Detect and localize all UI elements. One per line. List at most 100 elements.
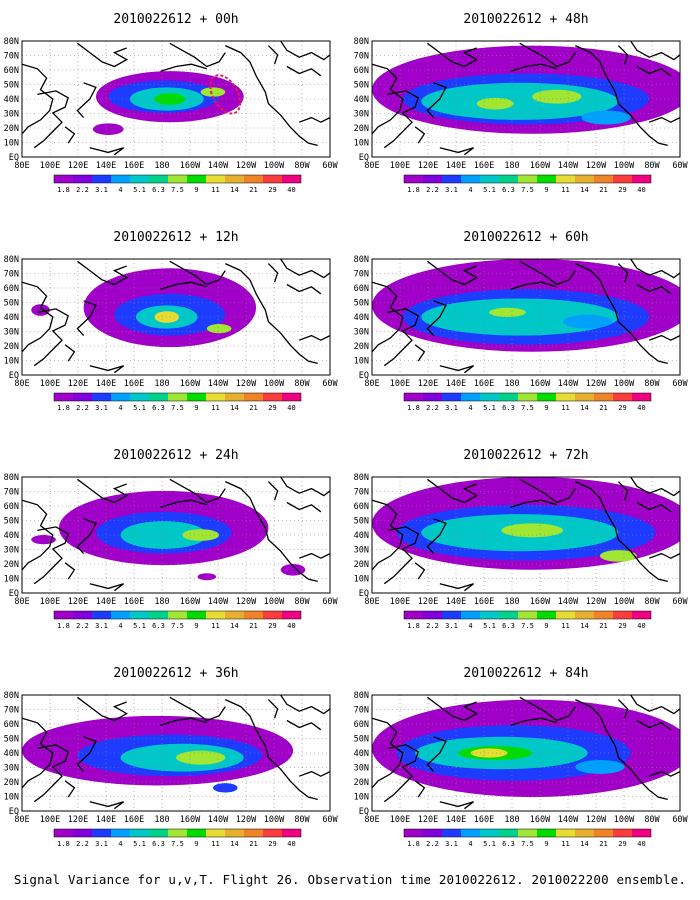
- colorbar-swatch: [480, 393, 499, 401]
- colorbar-swatch: [613, 611, 632, 619]
- colorbar-label: 11: [211, 186, 219, 194]
- latitude-label: 40N: [4, 95, 19, 105]
- colorbar-swatch: [575, 829, 594, 837]
- colorbar-label: 5.1: [133, 840, 146, 848]
- coastline: [77, 478, 129, 504]
- longitude-label: 80W: [294, 379, 310, 389]
- longitude-label: 100E: [390, 815, 410, 825]
- latitude-label: 20N: [4, 342, 19, 352]
- colorbar-label: 2.2: [76, 186, 89, 194]
- coastline: [89, 801, 124, 810]
- longitude-label: 160E: [124, 161, 144, 171]
- map-panel: 2010022612 + 36h 80N 70N 60N 50N 40N 30N 20N 10N…: [4, 666, 339, 848]
- colorbar-swatch: [442, 393, 461, 401]
- coastline: [267, 263, 279, 283]
- coastline: [89, 583, 124, 592]
- longitude-label: 60W: [322, 597, 338, 607]
- colorbar-swatch: [149, 175, 168, 183]
- coastline: [519, 478, 576, 504]
- colorbar-label: 21: [249, 186, 257, 194]
- coastline: [372, 63, 404, 135]
- coastline: [169, 260, 226, 286]
- colorbar-label: 7.5: [521, 404, 534, 412]
- coastline: [439, 801, 474, 810]
- coastline: [169, 696, 226, 722]
- colorbar-label: 11: [561, 840, 569, 848]
- colorbar-label: 29: [618, 840, 626, 848]
- colorbar-label: 21: [599, 186, 607, 194]
- latitude-label: 20N: [354, 124, 369, 134]
- latitude-label: 30N: [354, 546, 369, 556]
- latitude-label: 20N: [4, 124, 19, 134]
- longitude-label: 100W: [264, 379, 285, 389]
- colorbar-swatch: [282, 175, 301, 183]
- colorbar-swatch: [518, 829, 537, 837]
- colorbar-swatch: [594, 611, 613, 619]
- colorbar-label: 7.5: [171, 840, 184, 848]
- colorbar-label: 11: [211, 840, 219, 848]
- latitude-label: 40N: [354, 95, 369, 105]
- coastline: [22, 63, 54, 135]
- longitude-label: 160E: [474, 815, 494, 825]
- longitude-label: 80W: [644, 379, 660, 389]
- latitude-label: EQ: [9, 153, 19, 163]
- colorbar-label: 2.2: [76, 840, 89, 848]
- longitude-label: 160E: [474, 379, 494, 389]
- colorbar-swatch: [575, 393, 594, 401]
- latitude-label: 60N: [354, 66, 369, 76]
- colorbar-label: 4: [468, 186, 472, 194]
- colorbar-swatch: [111, 175, 130, 183]
- panel-title: 2010022612 + 24h: [113, 448, 238, 463]
- coastline: [267, 699, 279, 719]
- latitude-label: 20N: [354, 560, 369, 570]
- colorbar-label: 2.2: [76, 622, 89, 630]
- latitude-label: 10N: [4, 793, 19, 803]
- coastline: [383, 526, 419, 585]
- longitude-label: 80E: [364, 597, 379, 607]
- coastline: [439, 147, 474, 156]
- colorbar-label: 6.3: [152, 622, 165, 630]
- coastline: [160, 63, 207, 72]
- longitude-label: 160W: [180, 597, 201, 607]
- coastline: [414, 780, 426, 798]
- colorbar-swatch: [594, 175, 613, 183]
- longitude-label: 120E: [418, 815, 438, 825]
- latitude-label: 80N: [4, 473, 19, 483]
- colorbar-swatch: [73, 175, 92, 183]
- colorbar-label: 3.1: [95, 840, 108, 848]
- latitude-label: EQ: [359, 371, 369, 381]
- longitude-label: 140E: [96, 161, 116, 171]
- colorbar-label: 4: [468, 840, 472, 848]
- colorbar-label: 40: [637, 404, 645, 412]
- latitude-label: 50N: [4, 735, 19, 745]
- variance-shading: [206, 323, 232, 334]
- latitude-label: 50N: [354, 517, 369, 527]
- colorbar-label: 5.1: [483, 404, 496, 412]
- colorbar-swatch: [187, 829, 206, 837]
- colorbar-label: 14: [230, 404, 238, 412]
- colorbar-swatch: [518, 393, 537, 401]
- longitude-label: 160W: [180, 161, 201, 171]
- coastline: [280, 41, 330, 61]
- longitude-label: 160W: [180, 815, 201, 825]
- latitude-label: EQ: [9, 371, 19, 381]
- colorbar-swatch: [130, 611, 149, 619]
- colorbar-swatch: [187, 611, 206, 619]
- coastline: [575, 263, 668, 365]
- colorbar-swatch: [461, 829, 480, 837]
- colorbar-label: 5.1: [483, 622, 496, 630]
- colorbar-label: 1.8: [57, 840, 70, 848]
- latitude-label: 10N: [4, 357, 19, 367]
- latitude-label: 30N: [354, 110, 369, 120]
- latitude-label: 60N: [354, 720, 369, 730]
- colorbar-label: 7.5: [521, 186, 534, 194]
- colorbar-label: 4: [118, 840, 122, 848]
- colorbar-swatch: [575, 175, 594, 183]
- longitude-label: 100W: [264, 597, 285, 607]
- coastline: [383, 744, 419, 803]
- variance-shading: [182, 529, 220, 541]
- variance-shading: [501, 523, 563, 538]
- colorbar-swatch: [244, 393, 263, 401]
- coastline: [383, 90, 419, 149]
- colorbar-swatch: [404, 393, 423, 401]
